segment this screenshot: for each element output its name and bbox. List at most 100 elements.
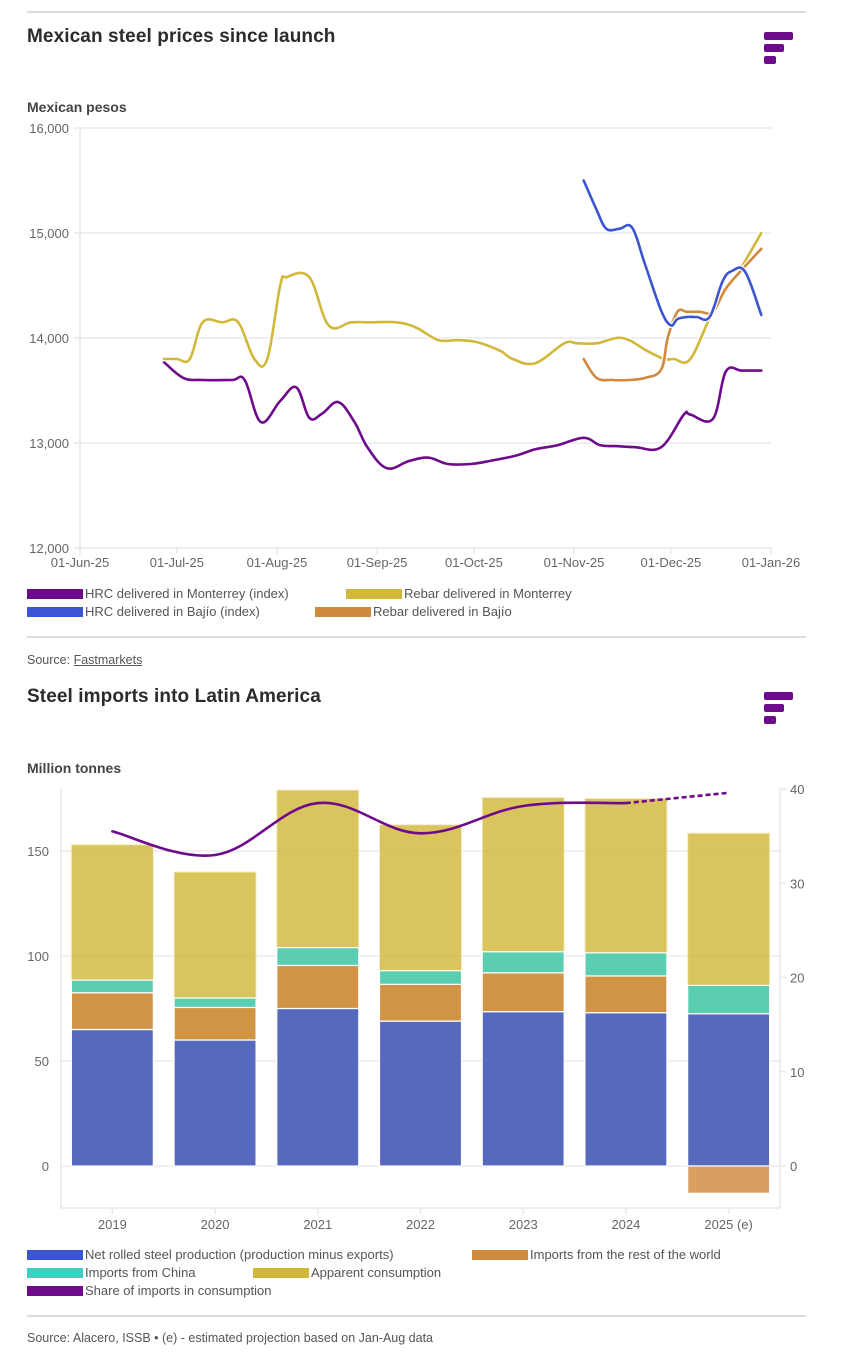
chart2-bottom-divider — [27, 1315, 806, 1317]
legend-label: Rebar delivered in Monterrey — [404, 586, 572, 601]
legend-swatch — [472, 1249, 528, 1260]
y-tick-label: 12,000 — [29, 541, 69, 556]
x-tick-label: 2024 — [611, 1217, 640, 1232]
bar-group-2024 — [584, 798, 668, 1167]
x-tick-label: 01-Sep-25 — [347, 555, 408, 570]
y-tick-label: 16,000 — [29, 121, 69, 136]
y2-tick-label: 10 — [790, 1065, 804, 1080]
legend-label: HRC delivered in Bajío (index) — [85, 604, 260, 619]
y-tick-label: 13,000 — [29, 436, 69, 451]
legend-swatch — [27, 1267, 83, 1278]
legend-item-imports-china[interactable]: Imports from China — [27, 1265, 196, 1280]
bar-imports-china — [687, 984, 771, 1015]
bar-imports-china — [584, 952, 668, 977]
legend-item-rebar-bajio[interactable]: Rebar delivered in Bajío — [315, 604, 512, 619]
series-line-rebar-delivered-in-monterrey — [162, 231, 763, 368]
bar-group-2021 — [276, 789, 360, 1167]
legend-swatch — [27, 1249, 83, 1260]
bar-group-2019 — [70, 844, 154, 1167]
bar-imports-rest-of-world — [173, 1006, 257, 1041]
legend-item-rebar-monterrey[interactable]: Rebar delivered in Monterrey — [346, 586, 572, 601]
x-tick-label: 2021 — [303, 1217, 332, 1232]
bar-group-2025-e — [687, 832, 771, 1194]
y2-tick-label: 30 — [790, 876, 804, 891]
chart2-source: Source: Alacero, ISSB • (e) - estimated … — [27, 1331, 433, 1345]
x-tick-label: 01-Oct-25 — [445, 555, 503, 570]
legend-item-apparent-consumption[interactable]: Apparent consumption — [253, 1265, 441, 1280]
bar-imports-rest-of-world — [584, 975, 668, 1014]
source-label: Source: — [27, 653, 74, 667]
y2-tick-label: 20 — [790, 971, 804, 986]
y2-tick-label: 40 — [790, 782, 804, 797]
legend-label: Rebar delivered in Bajío — [373, 604, 512, 619]
legend-item-share-imports[interactable]: Share of imports in consumption — [27, 1283, 271, 1298]
legend-label: Apparent consumption — [311, 1265, 442, 1280]
legend-item-hrc-bajio[interactable]: HRC delivered in Bajío (index) — [27, 604, 260, 619]
chart1-source: Source: Fastmarkets — [27, 653, 142, 667]
bar-net-production — [276, 1007, 360, 1167]
y-tick-label: 150 — [27, 844, 49, 859]
legend-swatch — [253, 1267, 309, 1278]
bar-imports-china — [70, 979, 154, 994]
legend-swatch — [346, 588, 402, 599]
y-tick-label: 14,000 — [29, 331, 69, 346]
source-link-fastmarkets[interactable]: Fastmarkets — [73, 653, 143, 667]
x-tick-label: 2020 — [201, 1217, 230, 1232]
x-tick-label: 01-Jun-25 — [51, 555, 110, 570]
x-tick-label: 2022 — [406, 1217, 435, 1232]
bar-imports-china — [378, 970, 463, 985]
legend-item-hrc-monterrey[interactable]: HRC delivered in Monterrey (index) — [27, 586, 289, 601]
chart2-y-axis-label: Million tonnes — [27, 760, 122, 776]
series-line-hrc-delivered-in-monterrey-index — [162, 360, 763, 470]
legend-swatch — [27, 1285, 83, 1296]
legend-swatch — [315, 606, 371, 617]
bar-group-2023 — [481, 796, 565, 1167]
share-line-projection-dashed — [625, 791, 729, 805]
chart1-title: Mexican steel prices since launch — [27, 26, 336, 47]
legend-swatch — [27, 588, 83, 599]
y-tick-label: 15,000 — [29, 226, 69, 241]
y-tick-label: 100 — [27, 949, 49, 964]
x-tick-label: 2025 (e) — [704, 1217, 752, 1232]
bar-net-production — [70, 1028, 154, 1167]
bar-group-2022 — [378, 824, 463, 1167]
stacked-bar-chart: 0 50 100 150 0 10 20 30 40 2019 2020 2021 2022 2023 20… — [27, 782, 804, 1232]
bar-imports-china — [173, 997, 257, 1009]
y-tick-label: 50 — [35, 1054, 49, 1069]
legend-label: HRC delivered in Monterrey (index) — [85, 586, 289, 601]
bar-net-production — [481, 1011, 565, 1167]
x-tick-label: 2019 — [98, 1217, 127, 1232]
legend-label: Imports from China — [85, 1265, 196, 1280]
bar-imports-china — [276, 946, 360, 967]
bar-group-2020 — [173, 871, 257, 1167]
bar-net-production — [687, 1013, 771, 1167]
legend-label: Share of imports in consumption — [85, 1283, 272, 1298]
x-tick-label: 01-Nov-25 — [544, 555, 605, 570]
legend-swatch — [27, 606, 83, 617]
bar-imports-rest-of-world — [276, 964, 360, 1010]
x-tick-label: 01-Jan-26 — [742, 555, 801, 570]
bar-imports-rest-of-world — [378, 983, 463, 1022]
bar-imports-china — [481, 951, 565, 974]
x-tick-label: 01-Jul-25 — [150, 555, 204, 570]
chart2-title: Steel imports into Latin America — [27, 686, 321, 707]
bar-imports-rest-of-world — [70, 992, 154, 1031]
y-tick-label: 0 — [42, 1159, 49, 1174]
bar-net-production — [378, 1020, 463, 1167]
fastmarkets-logo-icon — [764, 692, 796, 726]
fastmarkets-logo-icon — [764, 32, 796, 66]
series-line-hrc-delivered-in-baj-o-index — [582, 179, 763, 327]
y2-tick-label: 0 — [790, 1159, 797, 1174]
legend-label: Imports from the rest of the world — [530, 1247, 721, 1262]
legend-label: Net rolled steel production (production … — [85, 1247, 394, 1262]
legend-item-imports-row[interactable]: Imports from the rest of the world — [472, 1247, 721, 1262]
bar-imports-rest-of-world — [687, 1165, 771, 1194]
line-chart: 12,000 13,000 14,000 15,000 16,000 01-Jun-25 0… — [29, 121, 801, 570]
bar-imports-rest-of-world — [481, 972, 565, 1013]
legend-item-net-production[interactable]: Net rolled steel production (production … — [27, 1247, 394, 1262]
bar-net-production — [173, 1039, 257, 1167]
chart1-bottom-divider — [27, 636, 806, 638]
bar-net-production — [584, 1012, 668, 1167]
x-tick-label: 2023 — [509, 1217, 538, 1232]
top-divider — [27, 11, 806, 13]
